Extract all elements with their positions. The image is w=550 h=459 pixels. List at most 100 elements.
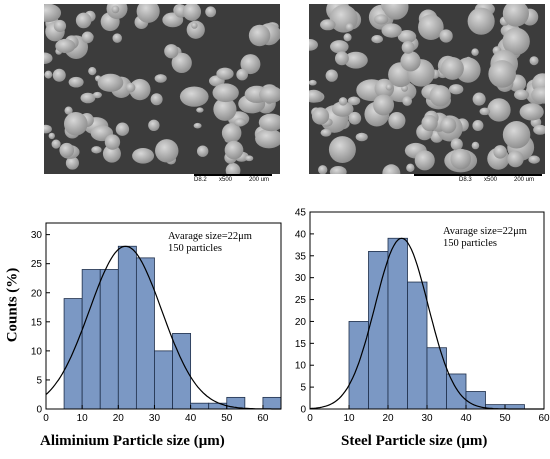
plot-frame bbox=[45, 222, 282, 410]
histogram-bar bbox=[99, 269, 119, 410]
sem-scale-bar: D8.3 x500 200 um bbox=[309, 174, 545, 187]
particle bbox=[154, 74, 167, 83]
y-tick-label: 40 bbox=[295, 229, 307, 240]
histogram-bar bbox=[368, 250, 389, 410]
particle bbox=[216, 67, 234, 80]
sem-code: D8.2 bbox=[194, 177, 207, 183]
histogram-bar bbox=[504, 404, 525, 410]
particle bbox=[472, 119, 484, 132]
x-tick-label: 20 bbox=[113, 413, 125, 424]
particle-count-text: 150 particles bbox=[443, 238, 497, 249]
particle bbox=[182, 4, 202, 21]
particle bbox=[343, 51, 368, 69]
y-tick-label: 35 bbox=[295, 251, 307, 262]
particle bbox=[97, 73, 124, 92]
y-tick-label: 15 bbox=[31, 317, 43, 328]
particle bbox=[255, 128, 280, 149]
sem-image-steel: D8.3 x500 200 um bbox=[309, 4, 545, 187]
particle bbox=[502, 121, 531, 149]
y-tick-label: 30 bbox=[295, 273, 307, 284]
sem-code: D8.3 bbox=[459, 177, 472, 183]
particle bbox=[55, 38, 76, 54]
particle bbox=[471, 48, 479, 56]
particle bbox=[125, 82, 136, 93]
histogram-bar bbox=[208, 402, 228, 410]
particle bbox=[53, 19, 67, 33]
particle bbox=[528, 155, 540, 164]
histogram-steel: 0 10 20 30 40 50 60 0 5 10 15 20 25 30 35 40 45 bbox=[295, 208, 550, 425]
particle bbox=[102, 144, 121, 163]
particle bbox=[329, 166, 347, 174]
particle bbox=[507, 150, 524, 168]
particle bbox=[148, 119, 160, 132]
particle bbox=[193, 122, 202, 129]
particle bbox=[448, 84, 464, 95]
histogram-bar bbox=[387, 237, 408, 410]
y-tick-label: 0 bbox=[36, 405, 42, 416]
particle bbox=[320, 128, 332, 137]
histogram-bar bbox=[426, 347, 447, 410]
particle bbox=[44, 4, 62, 23]
particle bbox=[75, 12, 92, 29]
x-tick-label: 20 bbox=[382, 413, 394, 424]
particle bbox=[196, 107, 204, 113]
gaussian-fit-curve bbox=[45, 245, 281, 410]
particle bbox=[519, 103, 544, 121]
particle bbox=[373, 94, 395, 116]
particle bbox=[245, 155, 254, 162]
particle bbox=[224, 140, 244, 160]
particle bbox=[92, 91, 102, 99]
particle bbox=[112, 33, 122, 43]
y-tick-label: 0 bbox=[300, 405, 306, 416]
particle bbox=[132, 148, 155, 164]
particle bbox=[236, 68, 248, 81]
particle bbox=[318, 165, 328, 174]
histogram-bar bbox=[262, 396, 282, 410]
histogram-bar bbox=[465, 391, 486, 410]
aluminium-particles-micrograph bbox=[44, 4, 280, 174]
particle bbox=[48, 132, 55, 140]
particle bbox=[259, 86, 280, 103]
particle bbox=[129, 78, 151, 101]
y-tick-label: 10 bbox=[295, 361, 307, 372]
particle bbox=[429, 85, 451, 107]
particle bbox=[382, 164, 401, 174]
particle bbox=[248, 24, 271, 47]
particle bbox=[533, 124, 545, 135]
scale-line bbox=[194, 174, 272, 176]
particle bbox=[343, 33, 352, 42]
particle bbox=[52, 68, 66, 82]
particle bbox=[212, 83, 239, 103]
histogram-bar bbox=[117, 245, 137, 410]
particle bbox=[213, 97, 237, 121]
particle bbox=[104, 134, 121, 150]
particle bbox=[196, 145, 209, 157]
average-size-text: Avarage size=22μm bbox=[443, 226, 527, 237]
particle bbox=[179, 86, 209, 107]
particle bbox=[440, 117, 457, 134]
particle bbox=[91, 146, 102, 154]
x-tick-label: 60 bbox=[538, 413, 550, 424]
particle bbox=[44, 70, 53, 79]
annotation-aluminium: Avarage size=22μm 150 particles bbox=[168, 231, 252, 255]
particle bbox=[205, 6, 217, 18]
y-tick-label: 25 bbox=[295, 295, 307, 306]
x-tick-label: 30 bbox=[149, 413, 161, 424]
y-tick-label: 45 bbox=[295, 208, 307, 219]
y-tick-label: 30 bbox=[31, 230, 43, 241]
particle bbox=[467, 7, 495, 35]
particle bbox=[240, 54, 261, 75]
particle bbox=[80, 92, 96, 104]
particle bbox=[65, 156, 79, 170]
particle-count-text: 150 particles bbox=[168, 243, 222, 254]
particle bbox=[325, 69, 338, 82]
particle bbox=[479, 107, 491, 116]
y-tick-label: 25 bbox=[31, 259, 43, 270]
particle bbox=[225, 163, 241, 174]
particle bbox=[191, 22, 198, 29]
particle bbox=[402, 96, 413, 106]
particle bbox=[388, 111, 406, 130]
particle bbox=[334, 51, 349, 66]
particle bbox=[414, 150, 435, 171]
